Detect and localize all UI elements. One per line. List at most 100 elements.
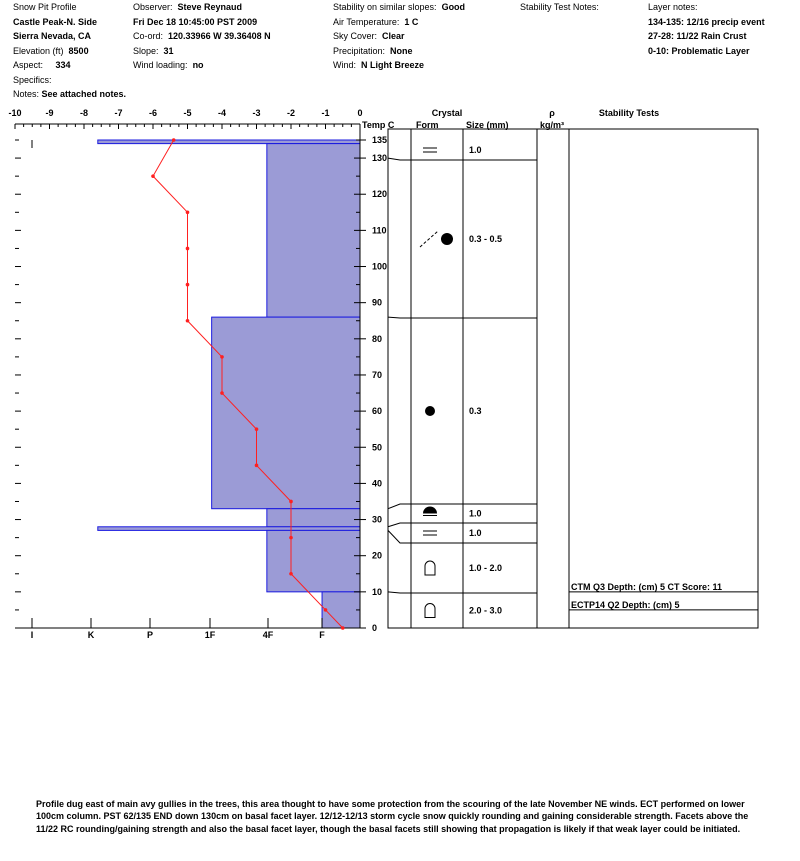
rho-header: ρ: [549, 108, 555, 118]
sky-label: Sky Cover:: [333, 31, 378, 41]
temp-tick-label: 0: [357, 108, 362, 118]
layer-note: 134-135: 12/16 precip event: [648, 16, 765, 27]
depth-hoar-icon: [424, 560, 436, 576]
temperature-point: [220, 355, 224, 359]
grain-size: 2.0 - 3.0: [469, 606, 502, 616]
hardness-bar: [211, 316, 361, 510]
stability-row: Stability on similar slopes: Good: [333, 0, 465, 15]
height-tick-label: 110: [372, 225, 387, 235]
height-tick-label: 120: [372, 189, 387, 199]
depth-hoar-icon: [424, 603, 436, 618]
stability-label: Stability on similar slopes:: [333, 2, 437, 12]
temperature-point: [220, 391, 224, 395]
height-tick-label: 70: [372, 370, 382, 380]
stability-notes-label: Stability Test Notes:: [520, 2, 599, 12]
temperature-point: [289, 499, 293, 504]
form-header: Form: [416, 120, 439, 130]
wind-row: Wind: N Light Breeze: [333, 58, 465, 73]
temp-tick-label: -1: [321, 108, 329, 118]
height-tick-label: 30: [372, 515, 382, 525]
grain-size: 1.0: [469, 528, 482, 538]
layer-notes-info: Layer notes: 134-135: 12/16 precip event…: [648, 0, 765, 58]
layer-note: 27-28: 11/22 Rain Crust: [648, 31, 747, 41]
stability-test-label: CTM Q3 Depth: (cm) 5 CT Score: 11: [571, 582, 722, 592]
hardness-bar: [266, 529, 361, 593]
layer-table-frame: [387, 128, 759, 629]
hardness-bar: [97, 526, 361, 531]
aspect-label: Aspect:: [13, 60, 44, 70]
grain-size: 1.0: [469, 145, 482, 155]
temperature-point: [289, 535, 293, 540]
notes-row: Notes: See attached notes.: [13, 87, 126, 102]
temperature-point: [323, 608, 328, 612]
crystal-header: Crystal: [432, 108, 463, 118]
observer-label: Observer:: [133, 2, 173, 12]
hardness-tick-label: 1F: [205, 630, 216, 640]
height-tick-label: 10: [372, 587, 382, 597]
wind-loading-row: Wind loading: no: [133, 58, 271, 73]
profile-title: Snow Pit Profile: [13, 2, 77, 12]
temperature-point: [151, 174, 155, 178]
rounded-grain-icon: [425, 406, 435, 416]
wind-loading-label: Wind loading:: [133, 60, 188, 70]
layer-connector: [387, 591, 411, 594]
layer-connector: [387, 522, 411, 528]
height-tick-label: 130: [372, 153, 387, 163]
temperature-point: [185, 246, 190, 251]
stability-test-label: ECTP14 Q2 Depth: (cm) 5: [571, 600, 680, 610]
grain-size: 0.3: [469, 406, 482, 416]
location: Castle Peak-N. Side: [13, 16, 98, 27]
pit-header: Snow Pit Profile Castle Peak-N. Side Sie…: [0, 0, 800, 100]
temp-axis-label: Temp C: [362, 120, 395, 130]
layer-connector: [387, 157, 411, 161]
hardness-tick-label: I: [31, 630, 34, 640]
hardness-bar: [97, 139, 361, 145]
air-temp-label: Air Temperature:: [333, 16, 400, 27]
precip-stroke-icon: [419, 230, 439, 248]
size-header: Size (mm): [466, 120, 509, 130]
slope-row: Slope: 31: [133, 44, 271, 59]
height-tick-label: 135: [372, 135, 387, 145]
temp-tick-label: -10: [8, 108, 21, 118]
temperature-point: [289, 571, 293, 576]
precip-label: Precipitation:: [333, 45, 386, 56]
pit-datetime: Fri Dec 18 10:45:00 PST 2009: [133, 16, 258, 27]
temp-tick-label: -2: [287, 108, 295, 118]
hardness-bar: [321, 591, 361, 629]
grain-size: 1.0: [469, 509, 482, 519]
hardness-tick-label: P: [147, 630, 153, 640]
elevation-row: Elevation (ft) 8500: [13, 44, 126, 59]
site-info: Snow Pit Profile Castle Peak-N. Side Sie…: [13, 0, 126, 102]
precip-row: Precipitation: None: [333, 44, 465, 59]
temp-tick-label: -6: [149, 108, 157, 118]
layer-connector: [387, 316, 411, 319]
stability-value: Good: [441, 2, 466, 12]
stability-header: Stability Tests: [599, 108, 659, 118]
height-tick-label: 90: [372, 298, 382, 308]
height-tick-label: 60: [372, 406, 382, 416]
coord-value: 120.33966 W 39.36408 N: [168, 31, 271, 41]
height-tick-label: 0: [372, 623, 377, 633]
layer-connector: [387, 530, 411, 544]
coord-label: Co-ord:: [133, 31, 164, 41]
temp-tick-label: -5: [183, 108, 191, 118]
height-tick-label: 80: [372, 334, 382, 344]
elevation-label: Elevation (ft): [13, 45, 64, 56]
observer-row: Observer: Steve Reynaud: [133, 0, 271, 15]
aspect-row: Aspect: 334: [13, 58, 126, 73]
temperature-point: [254, 463, 259, 468]
temp-tick-label: -3: [252, 108, 260, 118]
temperature-point: [185, 282, 190, 287]
grain-size: 1.0 - 2.0: [469, 563, 502, 573]
observer-info: Observer: Steve Reynaud Fri Dec 18 10:45…: [133, 0, 271, 73]
wind-value: N Light Breeze: [361, 60, 425, 70]
coord-row: Co-ord: 120.33966 W 39.36408 N: [133, 29, 271, 44]
temp-tick-label: -8: [80, 108, 88, 118]
hardness-tick-label: F: [319, 630, 325, 640]
aspect-value: 334: [55, 60, 71, 70]
temperature-point: [185, 318, 190, 323]
wind-label: Wind:: [333, 60, 357, 70]
height-tick-label: 100: [372, 262, 387, 272]
specifics-label: Specifics:: [13, 74, 52, 85]
